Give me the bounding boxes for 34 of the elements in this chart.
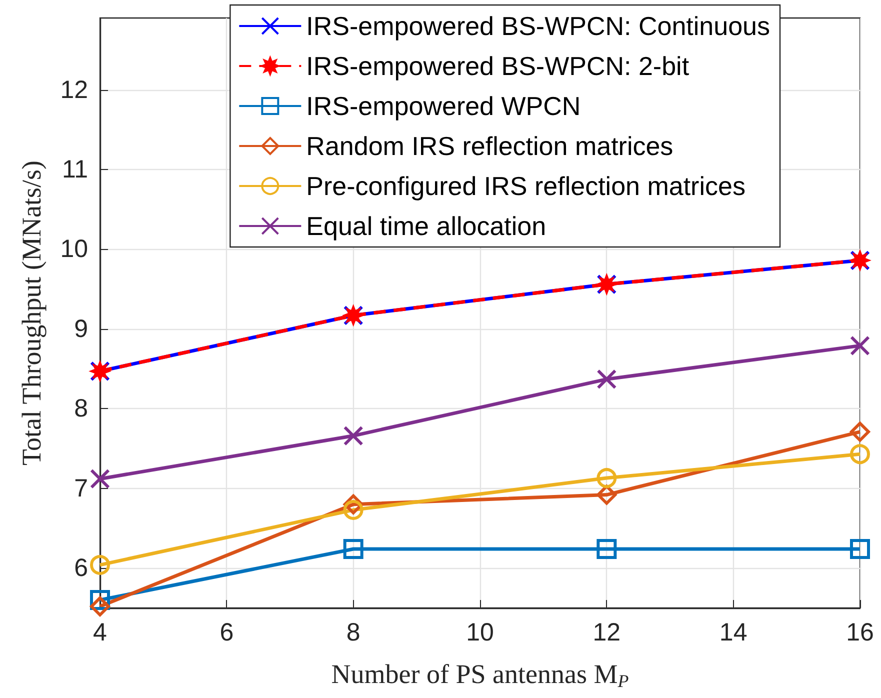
point — [90, 554, 110, 575]
legend-label: IRS-empowered BS-WPCN: 2-bit — [306, 51, 690, 81]
y-tick-label: 8 — [74, 394, 88, 423]
y-tick-label: 10 — [60, 235, 88, 264]
point — [596, 369, 617, 390]
legend-label: IRS-empowered BS-WPCN: Continuous — [306, 11, 770, 41]
point — [343, 500, 364, 520]
x-tick-label: 6 — [220, 618, 234, 646]
legend-label: Random IRS reflection matrices — [306, 131, 674, 161]
point — [343, 426, 364, 446]
point — [596, 539, 617, 559]
x-tick-label: 10 — [466, 618, 494, 646]
y-tick-label: 7 — [74, 474, 88, 502]
legend-label: Equal time allocation — [306, 211, 546, 241]
legend-label: IRS-empowered WPCN — [306, 91, 581, 121]
x-tick-label: 12 — [592, 618, 621, 646]
point — [850, 539, 870, 559]
point — [850, 444, 870, 464]
y-tick-label: 11 — [62, 155, 88, 184]
x-tick-label: 14 — [719, 618, 748, 646]
y-axis-title: Total Throughput (MNats/s) — [16, 160, 46, 466]
x-tick-label: 4 — [93, 618, 108, 646]
point — [343, 539, 364, 559]
legend-label: Pre-configured IRS reflection matrices — [306, 171, 746, 201]
x-tick-label: 8 — [346, 618, 360, 646]
point — [850, 422, 870, 442]
point — [850, 336, 870, 356]
y-tick-label: 6 — [74, 554, 88, 582]
x-tick-label: 16 — [846, 618, 874, 646]
y-tick-label: 12 — [60, 76, 88, 104]
point — [90, 468, 110, 489]
point — [596, 468, 617, 488]
y-tick-label: 9 — [74, 314, 88, 343]
point — [90, 596, 110, 616]
